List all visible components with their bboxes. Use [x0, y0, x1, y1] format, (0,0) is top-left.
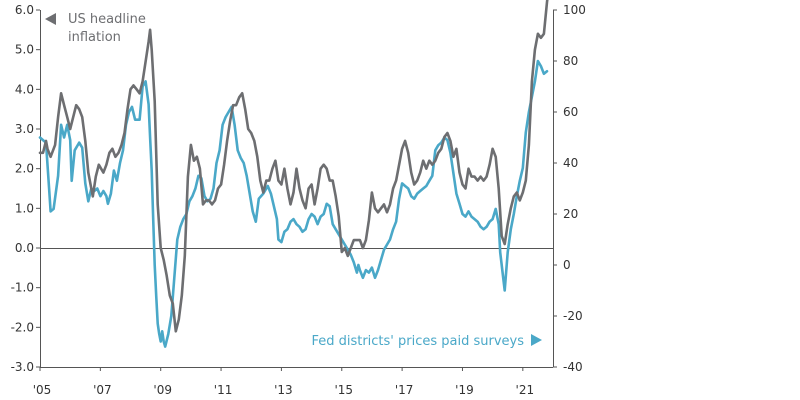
right-series-label: Fed districts' prices paid surveys: [311, 334, 524, 349]
x-tick-label: '05: [33, 383, 52, 397]
left-tick-label: 6.0: [15, 3, 34, 17]
right-arrow-icon: [531, 334, 542, 346]
x-axis-ticks: '05 '07 '09 '11 '13 '15 '17 '19 '21: [33, 367, 534, 397]
left-tick-label: 1.0: [15, 201, 34, 215]
right-tick-label: 20: [563, 207, 578, 221]
right-tick-label: 80: [563, 54, 578, 68]
right-tick-label: -40: [563, 360, 583, 374]
left-series-label-line1: US headline: [68, 12, 146, 27]
x-tick-label: '15: [334, 383, 353, 397]
right-tick-label: 60: [563, 105, 578, 119]
prices-paid-series-line: [38, 59, 549, 348]
right-y-axis-ticks: 100 80 60 40 20 0 -20 -40: [553, 3, 586, 374]
left-tick-label: -2.0: [11, 320, 34, 334]
x-tick-label: '19: [455, 383, 474, 397]
series-lines: [38, 0, 549, 348]
left-series-label-line2: inflation: [68, 30, 121, 45]
left-series-annotation: US headline inflation: [45, 12, 146, 45]
left-arrow-icon: [45, 13, 56, 25]
x-tick-label: '13: [274, 383, 293, 397]
left-tick-label: 4.0: [15, 82, 34, 96]
x-tick-label: '07: [93, 383, 112, 397]
right-tick-label: -20: [563, 309, 583, 323]
x-tick-label: '17: [395, 383, 414, 397]
left-y-axis-ticks: 6.0 5.0 4.0 3.0 2.0 1.0 0.0 -1.0 -2.0 -3.0: [11, 3, 40, 374]
left-tick-label: -3.0: [11, 360, 34, 374]
headline-inflation-series-line: [38, 0, 549, 333]
right-series-annotation: Fed districts' prices paid surveys: [311, 334, 542, 349]
left-tick-label: -1.0: [11, 281, 34, 295]
right-tick-label: 0: [563, 258, 571, 272]
x-tick-label: '21: [516, 383, 535, 397]
left-tick-label: 0.0: [15, 241, 34, 255]
left-tick-label: 3.0: [15, 122, 34, 136]
left-tick-label: 5.0: [15, 43, 34, 57]
right-tick-label: 40: [563, 156, 578, 170]
left-tick-label: 2.0: [15, 162, 34, 176]
x-tick-label: '11: [214, 383, 233, 397]
right-tick-label: 100: [563, 3, 586, 17]
x-tick-label: '09: [153, 383, 172, 397]
